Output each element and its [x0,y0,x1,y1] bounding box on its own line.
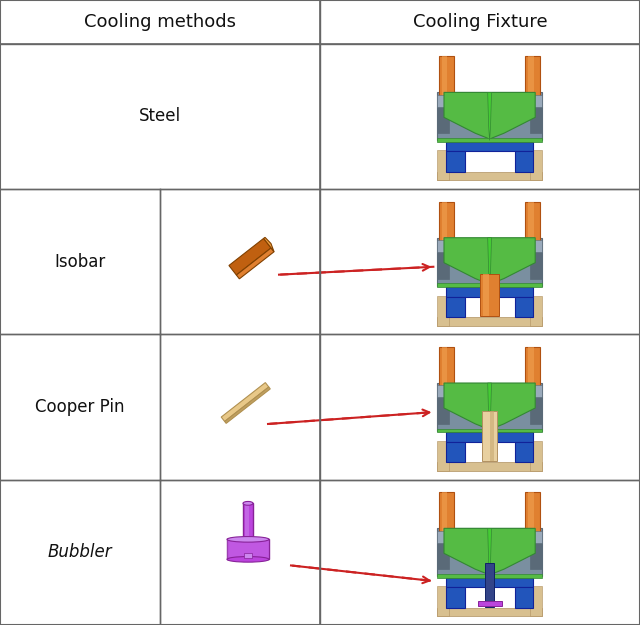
Bar [533,386,543,398]
Bar [515,297,533,317]
Bar [483,411,497,461]
Bar [437,317,543,326]
Bar [531,441,543,471]
Bar [483,274,489,316]
Bar [525,202,541,245]
Bar [477,601,502,606]
Bar [447,287,533,297]
Bar [437,386,447,398]
Bar [447,442,465,462]
Bar [447,142,533,151]
Bar [437,390,449,424]
Bar [437,586,449,616]
Bar [437,92,543,141]
Polygon shape [221,382,269,421]
Bar [533,531,543,542]
Text: Cooling Fixture: Cooling Fixture [413,13,547,31]
Bar [442,202,447,245]
Bar [515,151,533,172]
Bar [533,95,543,107]
Bar [437,245,449,279]
Bar [447,432,533,442]
Bar [515,588,533,608]
Bar [525,56,541,99]
Polygon shape [488,528,492,576]
Bar [442,56,447,99]
Bar [439,56,454,99]
Bar [439,202,454,245]
Polygon shape [229,238,271,275]
Polygon shape [488,238,492,286]
Bar [528,492,534,536]
Bar [531,390,543,424]
Bar [437,172,543,180]
Ellipse shape [243,501,253,505]
Text: Cooper Pin: Cooper Pin [35,398,125,416]
Bar [437,531,447,542]
Bar [437,99,449,133]
Bar [437,95,447,107]
Bar [442,347,447,390]
Bar [531,99,543,133]
Bar [531,586,543,616]
Text: Isobar: Isobar [54,253,106,271]
Polygon shape [444,238,535,286]
Bar [437,240,447,252]
Bar [437,383,543,431]
Ellipse shape [227,536,269,542]
Bar [528,56,534,99]
Bar [515,442,533,462]
Bar [437,296,449,326]
Bar [245,503,248,539]
Bar [227,539,269,559]
Bar [447,297,465,317]
Bar [447,578,533,587]
Bar [531,536,543,569]
Bar [437,151,449,180]
Bar [442,492,447,536]
Bar [447,151,465,172]
Bar [437,441,449,471]
Bar [437,462,543,471]
Bar [531,151,543,180]
Polygon shape [264,238,274,252]
Bar [439,492,454,536]
Polygon shape [444,383,535,431]
Bar [528,347,534,390]
Polygon shape [236,248,274,279]
Bar [490,411,494,461]
Bar [437,429,543,432]
Bar [437,283,543,287]
Bar [439,347,454,390]
Bar [533,240,543,252]
Bar [528,202,534,245]
Bar [437,536,449,569]
Bar [437,528,543,576]
Text: Bubbler: Bubbler [48,543,112,561]
Polygon shape [488,383,492,431]
Bar [437,238,543,286]
Text: Steel: Steel [139,107,181,126]
Polygon shape [444,528,535,576]
Bar [531,245,543,279]
Polygon shape [488,92,492,141]
Polygon shape [444,92,535,141]
Bar [531,296,543,326]
Bar [481,274,499,316]
Bar [437,138,543,142]
Ellipse shape [227,556,269,562]
Bar [525,347,541,390]
Bar [227,539,269,559]
Bar [437,608,543,616]
Bar [485,563,494,607]
Bar [437,574,543,578]
Text: Cooling methods: Cooling methods [84,13,236,31]
Bar [244,552,252,558]
Bar [243,503,253,539]
Polygon shape [225,387,270,423]
Bar [447,588,465,608]
Bar [525,492,541,536]
